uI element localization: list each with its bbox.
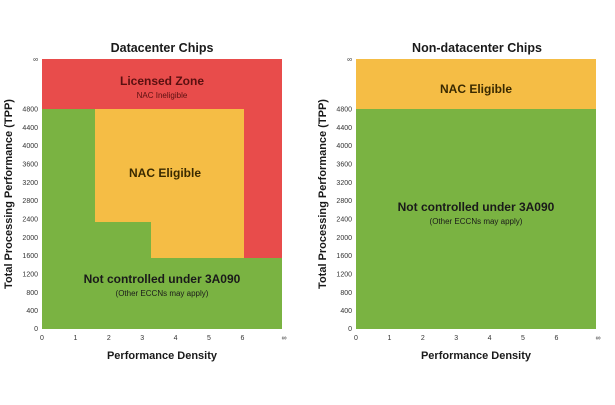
right-x-tick-2: 2 [421,335,425,342]
right-nac-eligible-label: NAC Eligible [440,82,512,96]
left-x-axis-label: Performance Density [107,350,218,362]
left-x-tick-7: ∞ [282,335,287,342]
right-x-tick-3: 3 [454,335,458,342]
left-licensed-zone-label: Licensed Zone [120,74,204,88]
left-chart-title: Datacenter Chips [111,41,214,55]
left-x-tick-1: 1 [73,335,77,342]
right-y-tick-5: 2400 [336,217,352,224]
right-y-tick-1: 800 [340,290,352,297]
right-x-tick-5: 5 [521,335,525,342]
right-nac-eligible-region [356,59,596,109]
left-y-tick-3: 1600 [22,253,38,260]
left-y-tick-9: 4000 [22,143,38,150]
right-x-tick-1: 1 [387,335,391,342]
right-y-tick-2: 1200 [336,272,352,279]
left-x-tick-6: 6 [240,335,244,342]
right-y-tick-0: 400 [340,308,352,315]
left-y-tick-11: 4800 [22,107,38,114]
left-x-tick-2: 2 [107,335,111,342]
right-not-controlled-sublabel: (Other ECCNs may apply) [430,217,523,226]
left-x-tick-4: 4 [174,335,178,342]
right-y-tick-8: 3600 [336,162,352,169]
right-not-controlled-label: Not controlled under 3A090 [398,200,555,214]
left-y-axis-label: Total Processing Performance (TPP) [3,99,15,289]
right-y-tick-4: 2000 [336,235,352,242]
left-y-tick-10: 4400 [22,125,38,132]
right-x-tick-7: ∞ [596,335,601,342]
left-y-tick-6: 2800 [22,198,38,205]
right-y-tick-12: ∞ [347,57,352,64]
right-x-axis-label: Performance Density [421,350,532,362]
right-y-tick-10: 4400 [336,125,352,132]
left-nac-eligible-region [95,109,244,258]
right-y-tick-7: 3200 [336,180,352,187]
right-y-tick-0: 0 [348,326,352,333]
left-y-tick-1: 800 [26,290,38,297]
left-x-tick-5: 5 [207,335,211,342]
right-y-tick-9: 4000 [336,143,352,150]
left-x-tick-0: 0 [40,335,44,342]
left-y-tick-0: 400 [26,308,38,315]
left-not-controlled-sublabel: (Other ECCNs may apply) [116,289,209,298]
left-x-tick-3: 3 [140,335,144,342]
right-y-tick-6: 2800 [336,198,352,205]
right-y-tick-11: 4800 [336,107,352,114]
left-y-tick-8: 3600 [22,162,38,169]
right-y-tick-3: 1600 [336,253,352,260]
right-x-tick-0: 0 [354,335,358,342]
left-y-tick-2: 1200 [22,272,38,279]
left-not-controlled-label: Not controlled under 3A090 [84,272,241,286]
left-y-tick-4: 2000 [22,235,38,242]
left-y-tick-5: 2400 [22,217,38,224]
right-x-tick-6: 6 [554,335,558,342]
left-y-tick-12: ∞ [33,57,38,64]
left-y-tick-7: 3200 [22,180,38,187]
right-x-tick-4: 4 [488,335,492,342]
left-chart: Datacenter Chips Licensed Zone NAC Ineli… [3,41,287,362]
right-chart: Non-datacenter Chips NAC Eligible Not co… [317,41,601,362]
right-y-axis-label: Total Processing Performance (TPP) [317,99,329,289]
right-not-controlled-region [356,109,596,329]
left-nac-eligible-label: NAC Eligible [129,166,201,180]
left-licensed-zone-sublabel: NAC Ineligible [137,91,188,100]
right-chart-title: Non-datacenter Chips [412,41,542,55]
left-y-tick-0: 0 [34,326,38,333]
